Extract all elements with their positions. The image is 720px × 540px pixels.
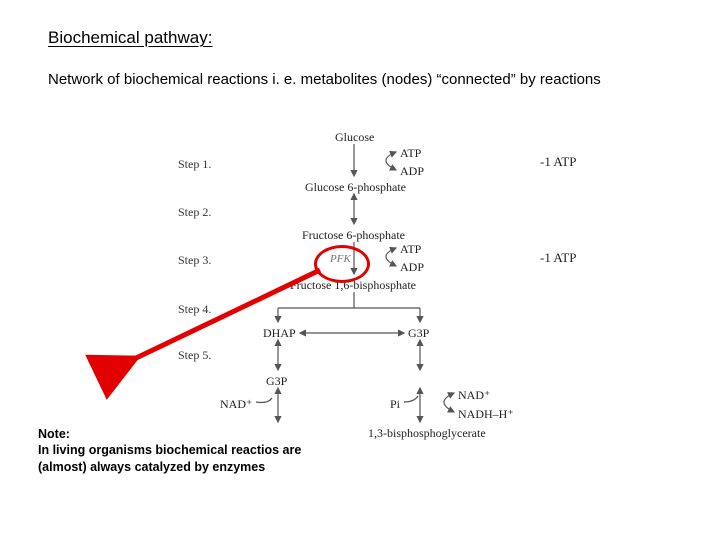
page-title: Biochemical pathway: (48, 28, 212, 48)
slide-page: Biochemical pathway: Network of biochemi… (0, 0, 720, 540)
note-body: In living organisms biochemical reactios… (38, 443, 301, 473)
page-subtitle: Network of biochemical reactions i. e. m… (48, 70, 658, 90)
note-block: Note: In living organisms biochemical re… (38, 426, 338, 475)
note-label: Note: (38, 427, 70, 441)
